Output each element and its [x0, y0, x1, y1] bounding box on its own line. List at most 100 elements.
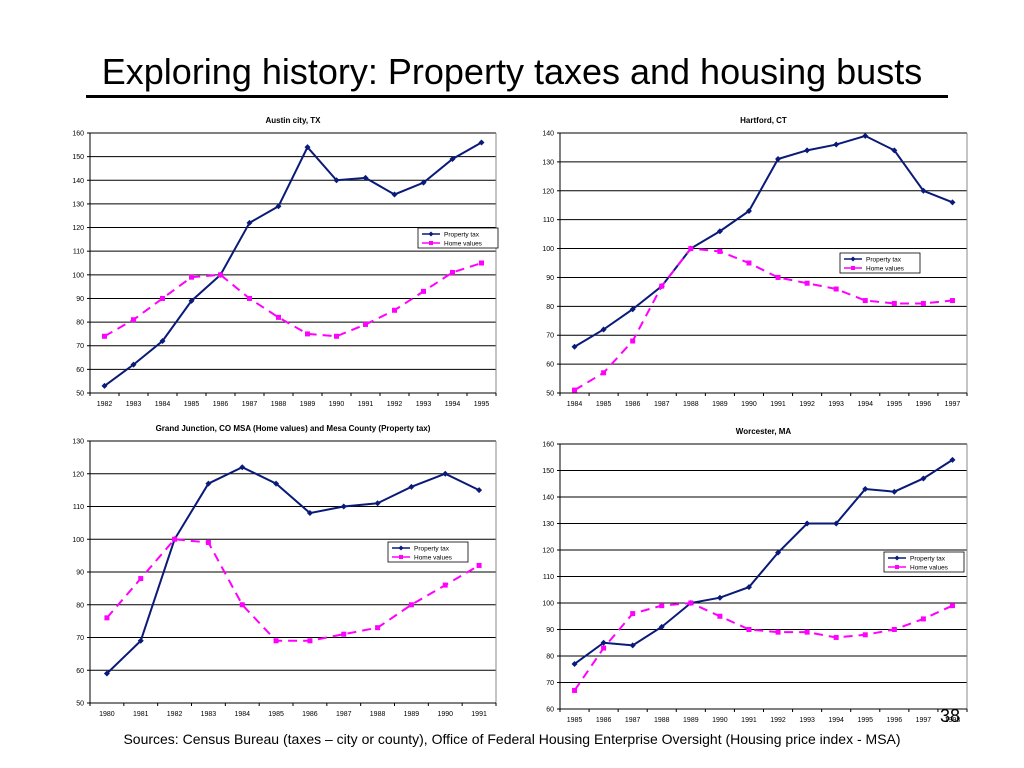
point-home-values — [601, 645, 607, 651]
legend-marker — [428, 231, 434, 237]
y-tick-label: 90 — [76, 570, 84, 577]
y-tick-label: 100 — [542, 601, 554, 608]
point-home-values — [104, 615, 110, 621]
point-home-values — [363, 321, 368, 327]
point-home-values — [247, 295, 252, 301]
x-tick-label: 1989 — [300, 401, 316, 408]
point-property-tax — [745, 584, 752, 591]
y-tick-label: 60 — [76, 367, 84, 374]
x-tick-label: 1984 — [234, 711, 250, 718]
y-tick-label: 160 — [542, 442, 554, 449]
point-home-values — [138, 576, 144, 582]
point-property-tax — [833, 520, 840, 527]
x-tick-label: 1993 — [799, 717, 815, 723]
point-home-values — [949, 603, 955, 609]
x-tick-label: 1995 — [474, 401, 490, 408]
y-tick-label: 70 — [546, 680, 554, 687]
x-tick-label: 1986 — [302, 711, 318, 718]
point-property-tax — [775, 156, 782, 162]
point-property-tax — [420, 179, 427, 186]
chart-title: Hartford, CT — [740, 116, 787, 125]
chart-grand-junction: Grand Junction, CO MSA (Home values) and… — [72, 424, 497, 718]
y-tick-label: 80 — [546, 304, 554, 311]
point-home-values — [688, 600, 694, 606]
x-tick-label: 1993 — [828, 401, 844, 408]
x-tick-label: 1994 — [445, 401, 461, 408]
point-property-tax — [716, 594, 723, 601]
point-property-tax — [862, 132, 869, 139]
point-home-values — [717, 248, 723, 254]
chart-austin: Austin city, TX 50 60 70 80 90 100 110 120 130 140… — [72, 116, 499, 408]
point-home-values — [572, 687, 578, 693]
point-home-values — [307, 638, 313, 644]
point-home-values — [833, 634, 839, 640]
chart-worcester: Worcester, MA 60 70 80 90 100 110 120 130 140 150 1… — [542, 427, 968, 723]
x-tick-label: 1987 — [242, 401, 258, 408]
point-home-values — [442, 582, 448, 588]
series-line-home-values — [106, 538, 480, 642]
x-tick-label: 1989 — [683, 717, 699, 723]
legend-marker — [895, 565, 899, 569]
x-tick-label: 1992 — [387, 401, 403, 408]
legend: Property tax Home values — [387, 541, 469, 563]
point-home-values — [630, 611, 636, 617]
y-tick-label: 80 — [546, 654, 554, 661]
x-tick-label: 1988 — [271, 401, 287, 408]
series-line-home-values — [104, 262, 482, 338]
point-property-tax — [137, 637, 144, 644]
y-tick-label: 60 — [546, 707, 554, 714]
chart-title: Grand Junction, CO MSA (Home values) and… — [156, 424, 431, 433]
y-tick-label: 50 — [546, 391, 554, 398]
y-tick-label: 50 — [76, 701, 84, 708]
x-tick-label: 1996 — [916, 401, 932, 408]
point-home-values — [601, 370, 607, 376]
point-property-tax — [920, 187, 927, 194]
x-tick-label: 1995 — [887, 401, 903, 408]
point-home-values — [862, 632, 868, 638]
point-home-values — [920, 300, 926, 306]
point-property-tax — [920, 475, 927, 482]
point-home-values — [920, 616, 926, 622]
point-property-tax — [239, 464, 246, 471]
point-property-tax — [408, 483, 415, 490]
x-tick-label: 1987 — [654, 401, 670, 408]
y-tick-label: 60 — [546, 362, 554, 369]
series-line-home-values — [574, 247, 953, 391]
x-tick-label: 1994 — [857, 401, 873, 408]
y-tick-label: 90 — [546, 627, 554, 634]
y-tick-label: 120 — [72, 225, 84, 232]
y-tick-label: 110 — [543, 574, 554, 581]
y-tick-label: 130 — [72, 201, 84, 208]
point-property-tax — [449, 156, 456, 162]
y-tick-label: 140 — [542, 495, 554, 502]
point-home-values — [408, 602, 414, 608]
x-tick-label: 1985 — [567, 717, 583, 723]
x-tick-label: 1986 — [213, 401, 229, 408]
x-tick-label: 1990 — [741, 401, 757, 408]
x-tick-label: 1988 — [370, 711, 386, 718]
x-tick-label: 1991 — [471, 711, 487, 718]
point-property-tax — [949, 199, 956, 206]
chart-hartford: Hartford, CT 50 60 70 80 90 100 110 120 130 140 198… — [542, 116, 968, 408]
point-home-values — [131, 317, 136, 323]
x-tick-label: 1985 — [184, 401, 200, 408]
x-tick-label: 1991 — [741, 717, 757, 723]
point-home-values — [891, 627, 897, 632]
series-line-property-tax — [106, 466, 480, 675]
legend-marker — [850, 256, 856, 262]
point-home-values — [949, 298, 955, 304]
x-tick-label: 1988 — [683, 401, 699, 408]
x-tick-label: 1988 — [654, 717, 670, 723]
y-tick-label: 70 — [76, 635, 84, 642]
point-home-values — [804, 629, 810, 635]
legend-label: Property tax — [910, 556, 946, 563]
x-tick-label: 1990 — [712, 717, 728, 723]
x-tick-label: 1983 — [201, 711, 217, 718]
point-property-tax — [101, 382, 108, 389]
point-home-values — [239, 602, 245, 608]
point-property-tax — [304, 144, 311, 151]
point-property-tax — [340, 503, 347, 510]
x-tick-label: 1982 — [97, 401, 113, 408]
point-property-tax — [658, 623, 665, 630]
point-property-tax — [362, 174, 369, 181]
